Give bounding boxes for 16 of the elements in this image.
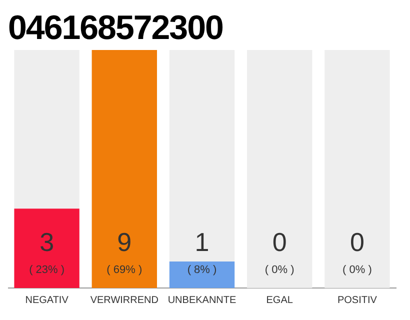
- annotation: ( 23% ): [29, 264, 65, 276]
- chart-title: 046168572300: [8, 8, 224, 48]
- annotation: ( 69% ): [106, 264, 142, 276]
- annotation: 0: [350, 227, 364, 258]
- x-tick-label: UNBEKANNTE: [168, 294, 236, 306]
- data-label: 9: [117, 227, 132, 258]
- data-label: 3: [40, 227, 54, 258]
- annotation: ( 0% ): [264, 264, 294, 276]
- x-tick-label: POSITIV: [337, 294, 378, 306]
- annotation: ( 8% ): [187, 264, 217, 276]
- annotation: ( 0% ): [342, 264, 372, 276]
- x-tick-label: VERWIRREND: [90, 294, 158, 306]
- annotation: 0: [272, 227, 287, 258]
- data-label: 1: [194, 227, 210, 258]
- x-tick-label: NEGATIV: [25, 294, 69, 306]
- x-tick-label: EGAL: [266, 294, 294, 306]
